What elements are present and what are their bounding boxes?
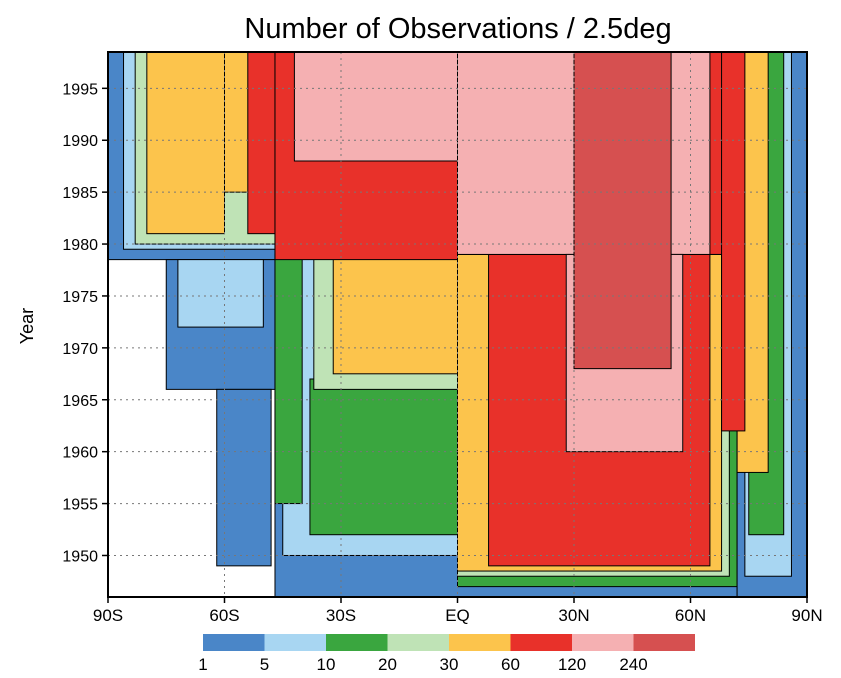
contour-region xyxy=(177,259,264,328)
y-axis-ticks: 1950 1955 1960 1965 1970 1975 1980 1985 1990 1995 xyxy=(62,81,108,565)
colorbar-swatch xyxy=(449,634,511,651)
contour-regions xyxy=(107,51,808,598)
y-tick-label: 1990 xyxy=(62,133,98,150)
colorbar-label: 1 xyxy=(198,655,207,673)
y-tick-label: 1980 xyxy=(62,237,98,254)
colorbar-swatch xyxy=(203,634,265,651)
colorbar-label: 30 xyxy=(440,655,459,673)
y-tick-label: 1970 xyxy=(62,341,98,358)
colorbar-swatch xyxy=(264,634,326,651)
x-tick-label: 90S xyxy=(93,606,123,625)
contour-region xyxy=(309,378,458,536)
x-tick-label: EQ xyxy=(445,606,470,625)
contour-region xyxy=(293,51,458,162)
contour-region xyxy=(721,51,746,432)
x-tick-label: 90N xyxy=(791,606,822,625)
colorbar-label: 120 xyxy=(558,655,586,673)
y-tick-label: 1960 xyxy=(62,445,98,462)
colorbar-swatch xyxy=(572,634,634,651)
contour-region xyxy=(247,51,276,235)
colorbar-swatch xyxy=(510,634,572,651)
contour-region xyxy=(274,253,303,505)
y-tick-label: 1975 xyxy=(62,289,98,306)
y-tick-label: 1965 xyxy=(62,393,98,410)
colorbar-label: 5 xyxy=(260,655,269,673)
y-tick-label: 1985 xyxy=(62,185,98,202)
contour-region xyxy=(573,51,672,370)
x-tick-label: 60S xyxy=(209,606,239,625)
colorbar-label: 20 xyxy=(378,655,397,673)
y-tick-label: 1995 xyxy=(62,81,98,98)
x-tick-label: 30N xyxy=(558,606,589,625)
x-tick-label: 60N xyxy=(675,606,706,625)
colorbar-label: 240 xyxy=(619,655,647,673)
chart-title: Number of Observations / 2.5deg xyxy=(244,13,671,45)
colorbar-swatch xyxy=(633,634,695,651)
colorbar-swatch xyxy=(387,634,449,651)
y-axis-label: Year xyxy=(17,308,37,344)
x-tick-label: 30S xyxy=(326,606,356,625)
contour-region xyxy=(332,253,459,375)
colorbar-label: 60 xyxy=(501,655,520,673)
y-tick-label: 1955 xyxy=(62,497,98,514)
contour-region xyxy=(146,51,225,235)
colorbar-label: 10 xyxy=(317,655,336,673)
colorbar: 1 5 10 20 30 60 120 240 xyxy=(198,634,695,674)
x-axis-ticks: 90S 60S 30S EQ 30N 60N 90N xyxy=(93,597,823,625)
contour-region xyxy=(216,388,272,567)
y-tick-label: 1950 xyxy=(62,548,98,565)
colorbar-swatch xyxy=(326,634,388,651)
grid-lines xyxy=(108,52,807,597)
